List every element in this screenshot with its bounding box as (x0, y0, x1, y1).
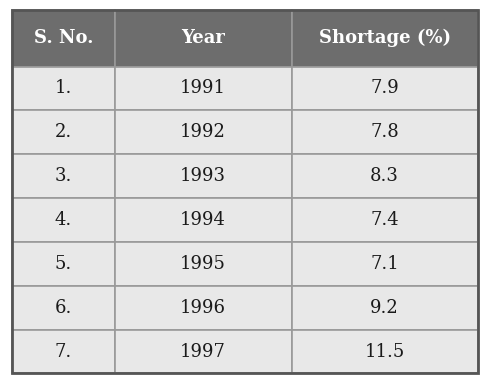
Bar (115, 286, 292, 330)
Bar (292, 242, 478, 286)
Bar (115, 110, 292, 154)
Bar (292, 67, 478, 110)
Text: Year: Year (181, 29, 225, 47)
Bar (12, 286, 115, 330)
Text: 1995: 1995 (180, 255, 226, 273)
Bar (12, 10, 115, 67)
Text: 4.: 4. (55, 211, 72, 229)
Text: 7.9: 7.9 (370, 80, 399, 98)
Text: Shortage (%): Shortage (%) (318, 29, 451, 47)
Bar (115, 10, 292, 67)
Text: 1991: 1991 (180, 80, 226, 98)
Text: 1994: 1994 (180, 211, 226, 229)
Text: 1992: 1992 (180, 123, 226, 141)
Text: 6.: 6. (55, 299, 72, 317)
Bar (12, 67, 115, 110)
Bar (12, 242, 115, 286)
Text: S. No.: S. No. (34, 29, 93, 47)
Bar (12, 154, 115, 198)
Bar (292, 330, 478, 373)
Text: 9.2: 9.2 (370, 299, 399, 317)
Text: 1997: 1997 (180, 342, 226, 360)
Bar (12, 110, 115, 154)
Text: 11.5: 11.5 (365, 342, 405, 360)
Bar (292, 154, 478, 198)
Bar (115, 242, 292, 286)
Bar (12, 198, 115, 242)
Text: 5.: 5. (55, 255, 72, 273)
Bar (292, 286, 478, 330)
Text: 7.8: 7.8 (370, 123, 399, 141)
Text: 1993: 1993 (180, 167, 226, 185)
Bar (292, 110, 478, 154)
Bar (115, 198, 292, 242)
Bar (292, 10, 478, 67)
Text: 7.: 7. (55, 342, 72, 360)
Bar (292, 198, 478, 242)
Bar (12, 330, 115, 373)
Bar (115, 330, 292, 373)
Text: 8.3: 8.3 (370, 167, 399, 185)
Text: 7.1: 7.1 (370, 255, 399, 273)
Text: 2.: 2. (55, 123, 72, 141)
Text: 7.4: 7.4 (370, 211, 399, 229)
Bar (115, 67, 292, 110)
Text: 1996: 1996 (180, 299, 226, 317)
Text: 3.: 3. (55, 167, 72, 185)
Text: 1.: 1. (55, 80, 72, 98)
Bar (115, 154, 292, 198)
